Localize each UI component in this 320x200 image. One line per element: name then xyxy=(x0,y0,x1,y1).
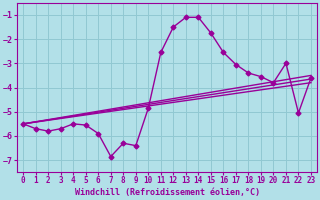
X-axis label: Windchill (Refroidissement éolien,°C): Windchill (Refroidissement éolien,°C) xyxy=(75,188,260,197)
